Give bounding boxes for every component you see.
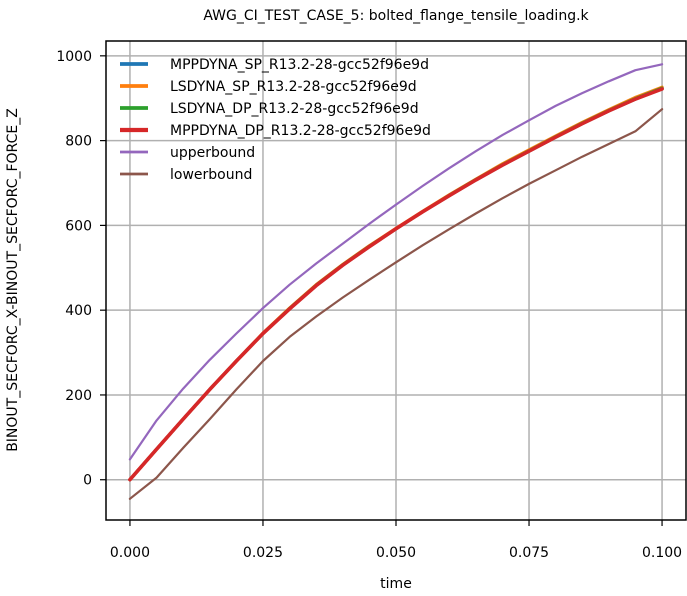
series-line-upperbound — [128, 63, 664, 461]
x-axis-label: time — [380, 576, 412, 592]
x-tick-label: 0.000 — [110, 545, 150, 561]
x-tick-label: 0.025 — [243, 545, 283, 561]
y-tick-label: 600 — [65, 218, 92, 234]
chart-title: AWG_CI_TEST_CASE_5: bolted_flange_tensil… — [203, 8, 589, 24]
legend-label: LSDYNA_SP_R13.2-28-gcc52f96e9d — [170, 79, 417, 95]
y-tick-label: 200 — [65, 388, 92, 404]
y-tick-label: 0 — [83, 473, 92, 489]
legend-label: LSDYNA_DP_R13.2-28-gcc52f96e9d — [170, 101, 419, 117]
series-line-lowerbound — [128, 108, 664, 500]
y-tick-label: 800 — [65, 134, 92, 150]
y-tick-label: 1000 — [56, 49, 92, 65]
x-tick-label: 0.075 — [509, 545, 549, 561]
x-tick-label: 0.050 — [376, 545, 416, 561]
y-tick-label: 400 — [65, 303, 92, 319]
series-layer — [128, 63, 664, 500]
x-tick-label: 0.100 — [642, 545, 682, 561]
legend-label: MPPDYNA_SP_R13.2-28-gcc52f96e9d — [170, 57, 429, 73]
y-axis-ticks: 0 200 400 600 800 1000 — [56, 49, 106, 489]
series-line-MPPDYNA_DP_R13.2-28-gcc52f96e9d — [128, 87, 664, 482]
legend-label: lowerbound — [170, 167, 252, 183]
grid-lines — [106, 41, 686, 520]
x-axis-ticks: 0.000 0.025 0.050 0.075 0.100 — [110, 520, 682, 561]
legend-label: upperbound — [170, 145, 255, 161]
y-axis-label: BINOUT_SECFORC_X-BINOUT_SECFORC_FORCE_Z — [5, 108, 21, 452]
legend: MPPDYNA_SP_R13.2-28-gcc52f96e9d LSDYNA_SP… — [120, 57, 431, 183]
legend-label: MPPDYNA_DP_R13.2-28-gcc52f96e9d — [170, 123, 431, 139]
